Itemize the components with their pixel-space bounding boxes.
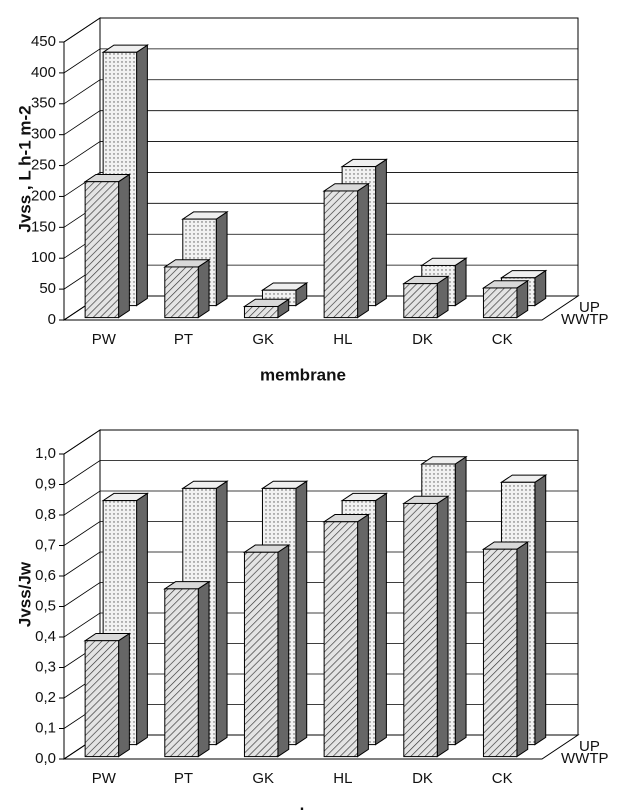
- y-tick-label: 0,4: [35, 628, 56, 645]
- x-tick-label: GK: [252, 331, 274, 348]
- bar-front: [164, 266, 199, 319]
- bar-side: [375, 158, 387, 307]
- y-axis-title: Jvss/Jw: [15, 561, 34, 627]
- bar-front: [323, 190, 359, 319]
- bar-side: [295, 480, 308, 746]
- x-tick-label: HL: [333, 331, 352, 348]
- grid-line: [63, 141, 578, 166]
- x-axis-title: membrane: [260, 804, 346, 810]
- bar-front: [164, 588, 199, 758]
- x-tick-label: PT: [174, 331, 193, 348]
- x-axis-title: membrane: [260, 365, 346, 384]
- bar-front: [243, 305, 279, 319]
- grid-line: [63, 110, 578, 135]
- bar-front: [482, 548, 518, 758]
- grid-line: [63, 460, 578, 485]
- x-tick-label: DK: [412, 331, 433, 348]
- y-tick-label: 200: [31, 187, 56, 204]
- bar-side: [277, 544, 290, 758]
- y-tick-label: 0,2: [35, 689, 56, 706]
- y-tick-label: 450: [31, 33, 56, 50]
- x-tick-label: PW: [92, 770, 117, 787]
- y-tick-label: 0,9: [35, 475, 56, 492]
- bar-front: [482, 287, 518, 319]
- bar-side: [357, 513, 369, 758]
- bar: [83, 173, 132, 319]
- bar-side: [136, 492, 148, 746]
- y-tick-label: 0,7: [35, 536, 56, 553]
- bar: [242, 298, 291, 319]
- x-tick-label: PT: [174, 770, 193, 787]
- bar-front: [403, 283, 438, 319]
- grid-line: [63, 48, 578, 74]
- depth-label: WWTP: [561, 311, 608, 328]
- bar-side: [375, 492, 387, 746]
- y-tick-label: 0,6: [35, 567, 56, 584]
- grid-line: [63, 79, 578, 105]
- bar-side: [534, 474, 547, 746]
- bar-side: [118, 173, 130, 319]
- depth-label: UP: [579, 299, 600, 316]
- bar: [322, 182, 371, 319]
- y-tick-label: 0,3: [35, 658, 56, 675]
- grid-line: [63, 172, 578, 197]
- bar-side: [454, 257, 467, 307]
- y-tick-label: 1,0: [35, 445, 56, 462]
- y-tick-label: 350: [31, 95, 56, 112]
- y-tick-label: 100: [31, 249, 56, 266]
- bar-side: [136, 44, 148, 307]
- bar: [481, 279, 530, 319]
- bar-side: [197, 258, 210, 319]
- bar-front: [84, 181, 120, 319]
- x-tick-label: PW: [92, 331, 117, 348]
- bar-side: [215, 480, 228, 746]
- bar-side: [454, 455, 467, 746]
- y-tick-label: 0,8: [35, 506, 56, 523]
- y-tick-label: 300: [31, 126, 56, 143]
- y-tick-label: 0,0: [35, 750, 56, 767]
- bar: [163, 258, 211, 319]
- bar-front: [323, 521, 359, 758]
- depth-label: UP: [579, 738, 600, 755]
- depth-label: WWTP: [561, 750, 608, 767]
- y-tick-label: 150: [31, 218, 56, 235]
- bar: [83, 632, 132, 758]
- y-tick-label: 250: [31, 157, 56, 174]
- bar: [163, 580, 211, 758]
- bar: [402, 495, 450, 758]
- bar-side: [436, 495, 449, 758]
- y-tick-label: 0,1: [35, 719, 56, 736]
- grid-line: [63, 429, 578, 455]
- bar-side: [215, 210, 228, 307]
- x-tick-label: GK: [252, 770, 274, 787]
- y-tick-label: 400: [31, 64, 56, 81]
- bar-side: [357, 182, 369, 319]
- x-tick-label: HL: [333, 770, 352, 787]
- bar-front: [243, 551, 279, 758]
- y-tick-label: 0,5: [35, 597, 56, 614]
- bar-side: [118, 632, 130, 758]
- grid-line: [63, 17, 578, 43]
- bar: [242, 544, 291, 758]
- y-tick-label: 0: [48, 311, 56, 328]
- bar-front: [403, 502, 438, 758]
- x-tick-label: CK: [492, 331, 513, 348]
- bar-side: [516, 541, 529, 758]
- bar-side: [197, 580, 210, 758]
- bar-front: [84, 640, 120, 758]
- bar: [402, 275, 450, 319]
- x-tick-label: DK: [412, 770, 433, 787]
- bar: [481, 541, 530, 758]
- y-axis-title: Jvss , L h-1 m-2: [15, 105, 34, 232]
- y-tick-label: 50: [39, 280, 56, 297]
- grid-line: [63, 490, 578, 516]
- bar: [322, 513, 371, 758]
- x-tick-label: CK: [492, 770, 513, 787]
